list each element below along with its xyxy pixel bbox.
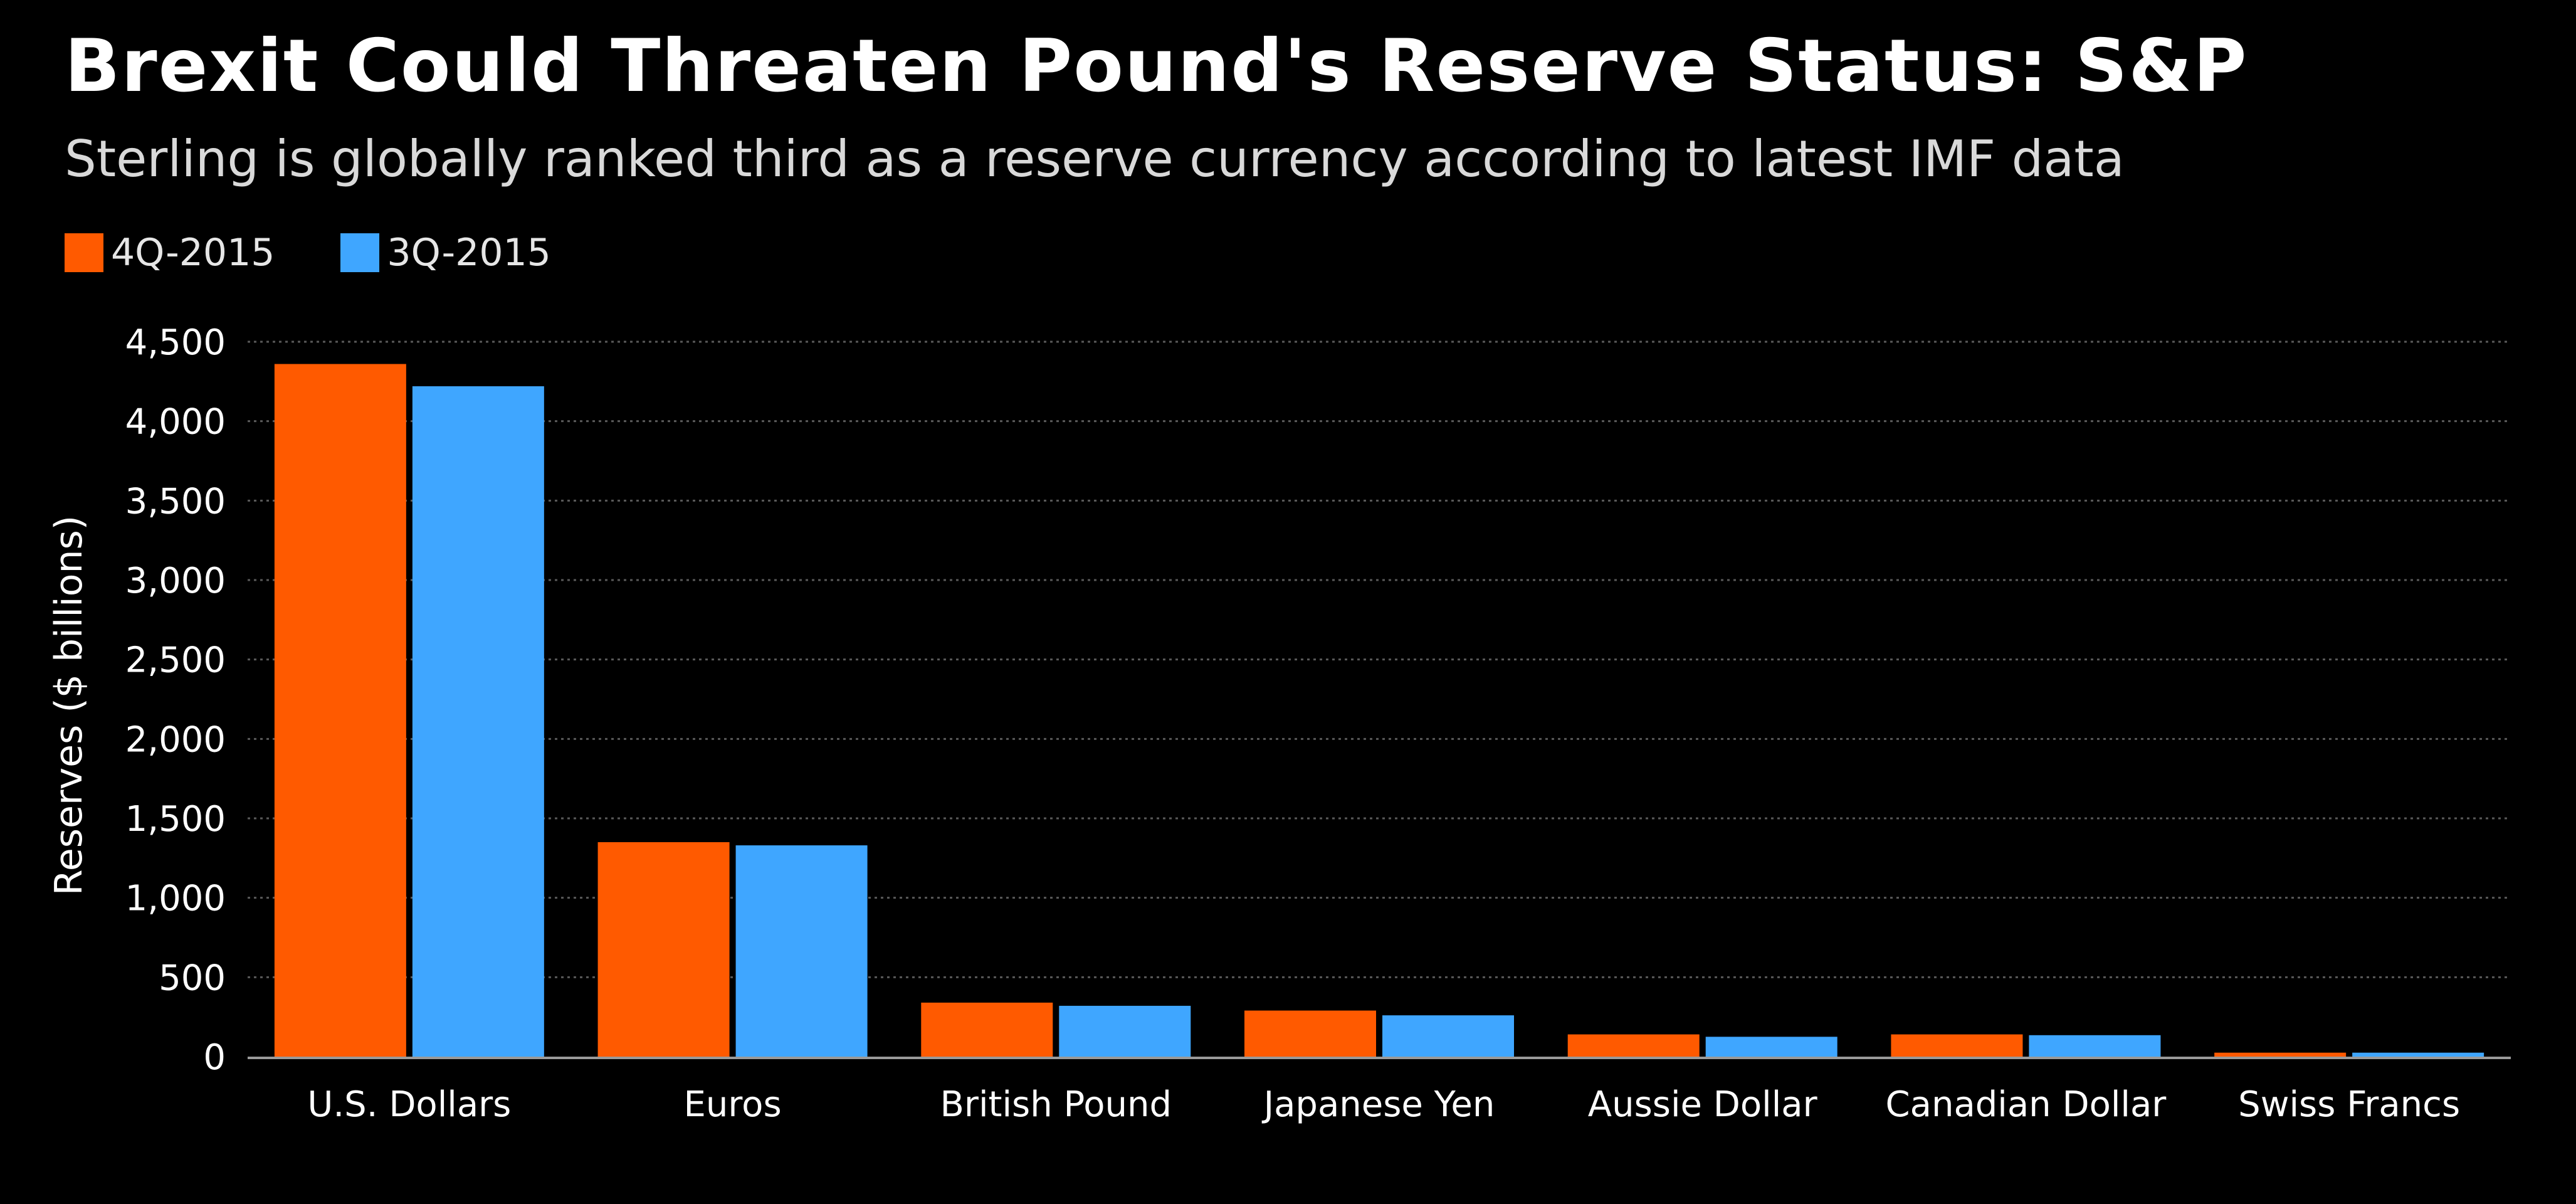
bar-4q-2015-u-s-dollars [274, 364, 406, 1057]
x-tick-label: Swiss Francs [2238, 1084, 2460, 1125]
y-tick-label: 1,000 [125, 879, 226, 919]
y-tick-label: 4,500 [125, 322, 226, 363]
bar-3q-2015-japanese-yen [1382, 1015, 1514, 1057]
legend-label-3q-2015: 3Q-2015 [387, 231, 551, 275]
bar-4q-2015-euros [597, 842, 730, 1057]
bar-3q-2015-british-pound [1059, 1005, 1191, 1057]
chart-title: Brexit Could Threaten Pound's Reserve St… [65, 24, 2248, 108]
legend-label-4q-2015: 4Q-2015 [111, 231, 275, 275]
y-tick-label: 1,500 [125, 799, 226, 840]
y-tick-label: 2,500 [125, 640, 226, 681]
x-axis-ticks: U.S. Dollars Euros British Pound Japanese Y… [307, 1084, 2460, 1125]
y-tick-label: 500 [159, 958, 226, 998]
bar-4q-2015-japanese-yen [1244, 1010, 1376, 1057]
x-tick-label: British Pound [940, 1084, 1172, 1125]
legend-swatch-4q-2015 [65, 233, 103, 272]
bar-3q-2015-u-s-dollars [412, 386, 544, 1057]
x-tick-label: Canadian Dollar [1886, 1084, 2167, 1125]
legend-item-3q-2015: 3Q-2015 [340, 231, 551, 275]
x-tick-label: Japanese Yen [1262, 1084, 1495, 1125]
x-tick-label: U.S. Dollars [307, 1084, 511, 1125]
gridlines [248, 341, 2511, 978]
bar-3q-2015-aussie-dollar [1705, 1037, 1837, 1057]
y-axis-ticks: 0 500 1,000 1,500 2,000 2,500 3,000 3,500 4,000 4… [125, 322, 226, 1078]
x-tick-label: Euros [684, 1084, 782, 1125]
y-tick-label: 4,000 [125, 402, 226, 443]
y-tick-label: 3,000 [125, 561, 226, 601]
bar-3q-2015-canadian-dollar [2029, 1035, 2161, 1057]
y-tick-label: 0 [203, 1037, 226, 1078]
chart-subtitle: Sterling is globally ranked third as a r… [65, 130, 2125, 188]
bar-4q-2015-british-pound [921, 1002, 1053, 1057]
bar-4q-2015-aussie-dollar [1567, 1034, 1700, 1057]
bar-4q-2015-swiss-francs [2214, 1052, 2347, 1057]
y-axis-title: Reserves ($ billions) [47, 515, 91, 895]
bar-4q-2015-canadian-dollar [1891, 1034, 2023, 1057]
legend-item-4q-2015: 4Q-2015 [65, 231, 275, 275]
y-tick-label: 3,500 [125, 481, 226, 522]
bar-3q-2015-swiss-francs [2352, 1052, 2484, 1057]
chart-legend: 4Q-2015 3Q-2015 [65, 231, 617, 275]
bar-3q-2015-euros [735, 845, 868, 1057]
bars [274, 364, 2484, 1057]
legend-swatch-3q-2015 [340, 233, 380, 272]
x-tick-label: Aussie Dollar [1588, 1084, 1818, 1125]
y-tick-label: 2,000 [125, 719, 226, 760]
